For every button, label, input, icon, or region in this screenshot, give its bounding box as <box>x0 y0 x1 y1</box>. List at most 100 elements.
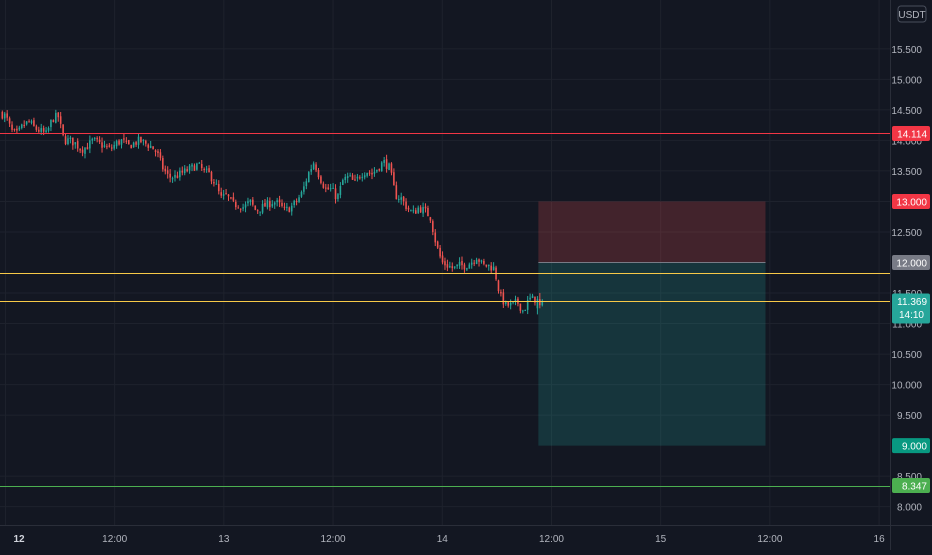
candle-body <box>351 175 354 180</box>
candle-body <box>57 112 60 118</box>
candle-body <box>519 303 522 311</box>
candle-body <box>191 164 193 167</box>
candle-body <box>159 152 162 158</box>
candle-body <box>186 169 188 172</box>
candle-body <box>534 296 536 303</box>
candle-body <box>526 299 529 310</box>
currency-label[interactable]: USDT <box>898 10 925 21</box>
candle-body <box>407 207 410 210</box>
candle-body <box>225 193 227 195</box>
candle-body <box>20 124 23 129</box>
candle-body <box>271 204 274 207</box>
candle-body <box>23 124 25 126</box>
candle-body <box>118 140 120 145</box>
candle-body <box>512 301 514 303</box>
candle-body <box>483 260 485 264</box>
candle-body <box>62 124 64 136</box>
candle-body <box>259 211 261 213</box>
candle-body <box>385 159 388 169</box>
candle-body <box>303 186 305 192</box>
candle-body <box>400 197 402 200</box>
candle-body <box>140 136 142 143</box>
candle-body <box>132 142 135 148</box>
price-tag-label: 11.369 <box>897 297 927 308</box>
price-tag <box>892 125 930 141</box>
candle-body <box>342 180 344 185</box>
candle-body <box>30 121 33 123</box>
candle-body <box>466 268 468 270</box>
candle-body <box>179 170 181 178</box>
candle-body <box>18 127 21 130</box>
horizontal-lines[interactable] <box>0 133 890 487</box>
y-tick-label: 14.000 <box>891 136 922 147</box>
candle-body <box>205 168 208 170</box>
candle-body <box>273 202 276 205</box>
candle-body <box>278 199 281 203</box>
price-tag-label: 13.000 <box>896 197 927 208</box>
candle-body <box>55 112 57 123</box>
candle-body <box>419 207 422 213</box>
candle-body <box>269 201 271 208</box>
candle-body <box>93 138 96 140</box>
candle-body <box>393 172 395 186</box>
candle-body <box>539 299 541 306</box>
candle-body <box>522 310 524 312</box>
y-tick-label: 10.500 <box>891 350 922 361</box>
currency-badge[interactable] <box>897 5 927 23</box>
candle-body <box>473 262 475 264</box>
candle-body <box>230 197 232 199</box>
candle-body <box>244 204 247 208</box>
candle-body <box>157 151 159 154</box>
y-tick-label: 13.500 <box>891 167 922 178</box>
candle-body <box>98 139 101 142</box>
candle-body <box>261 203 264 213</box>
candle-body <box>181 170 184 173</box>
candle-body <box>235 201 237 208</box>
candle-body <box>359 177 361 179</box>
candle-body <box>249 199 252 203</box>
candle-body <box>453 266 456 268</box>
stop-loss-zone[interactable] <box>538 201 766 263</box>
candle-body <box>354 179 356 181</box>
candle-body <box>290 205 293 212</box>
price-tag <box>892 438 930 454</box>
candle-body <box>502 292 505 305</box>
candle-body <box>288 207 291 213</box>
candle-body <box>507 301 510 306</box>
candle-body <box>276 200 278 203</box>
candle-body <box>315 164 317 171</box>
candle-body <box>378 168 381 171</box>
candle-body <box>329 188 332 190</box>
candle-body <box>492 266 495 271</box>
candle-body <box>322 183 325 188</box>
candle-body <box>237 207 240 209</box>
candle-body <box>281 202 283 206</box>
y-tick-label: 14.500 <box>891 106 922 117</box>
candle-body <box>254 205 257 210</box>
candle-body <box>305 181 308 187</box>
candle-body <box>366 172 368 176</box>
candle-body <box>356 176 359 179</box>
y-tick-label: 8.000 <box>897 503 922 514</box>
take-profit-zone[interactable] <box>538 262 766 446</box>
candle-body <box>164 168 167 172</box>
x-tick-label: 15 <box>655 534 667 545</box>
candle-body <box>424 206 427 209</box>
candle-body <box>307 172 310 183</box>
candle-body <box>11 124 13 130</box>
candle-body <box>89 140 91 149</box>
candle-body <box>295 201 298 203</box>
candle-body <box>461 261 463 266</box>
candle-body <box>412 210 415 212</box>
candle-body <box>115 141 118 147</box>
candle-body <box>3 113 6 119</box>
x-tick-label: 12:00 <box>539 534 564 545</box>
candle-body <box>368 172 371 174</box>
candle-body <box>25 121 28 125</box>
position-tool[interactable] <box>538 201 766 446</box>
candle-body <box>59 116 62 124</box>
price-tag-label: 9.000 <box>902 442 927 453</box>
candle-body <box>458 261 461 266</box>
